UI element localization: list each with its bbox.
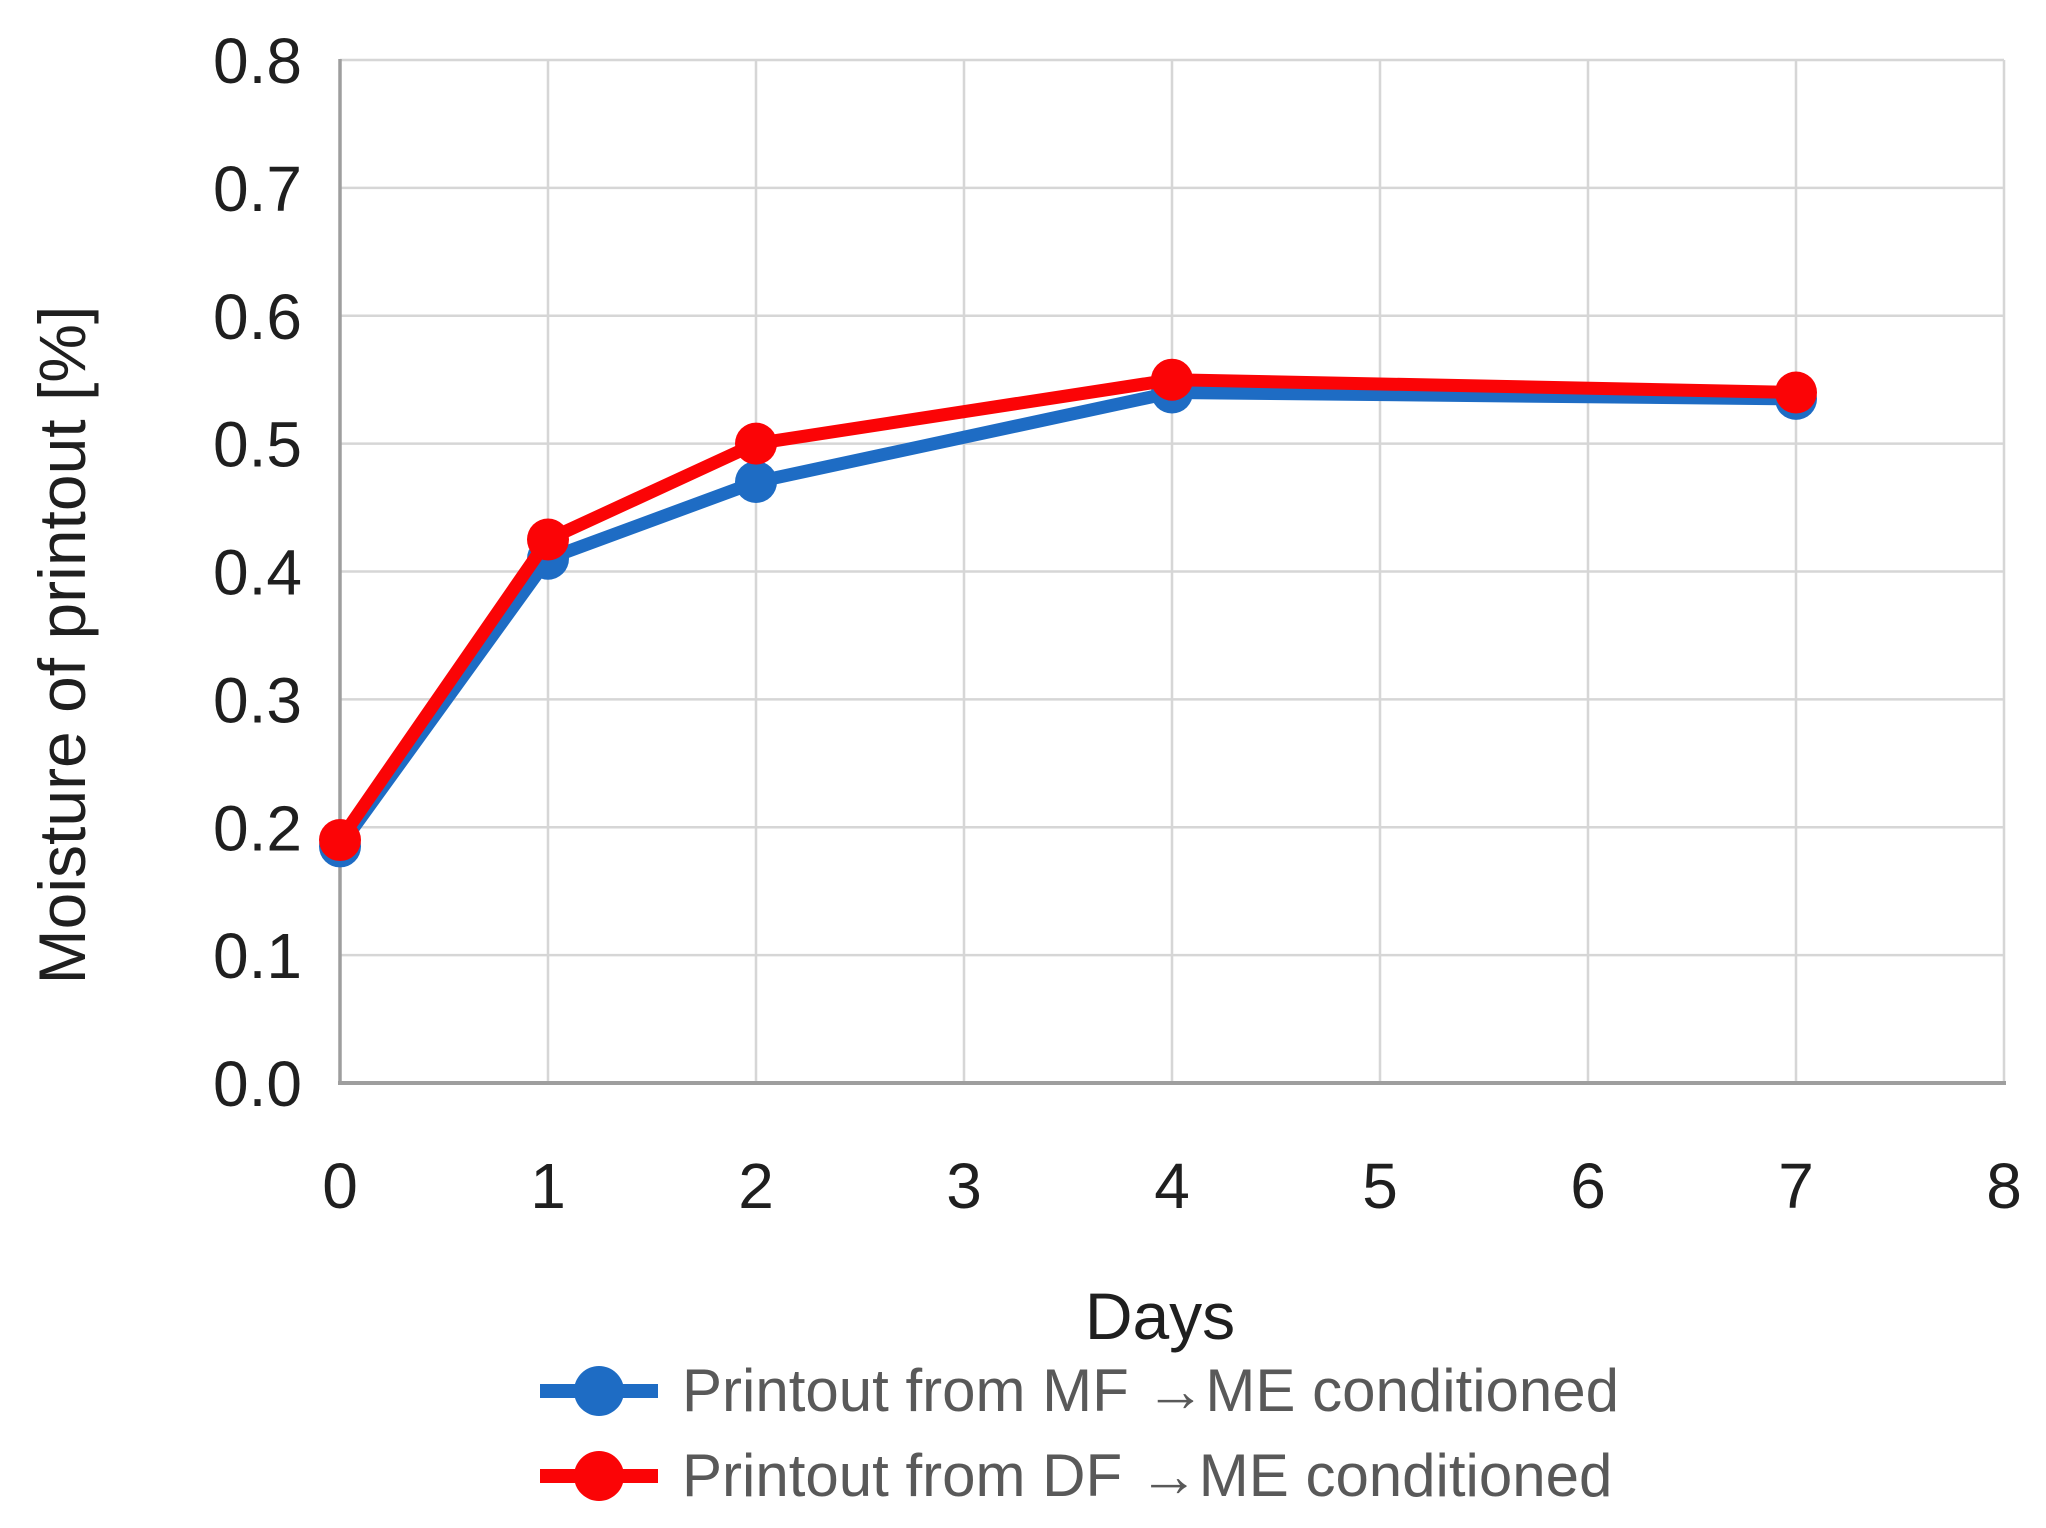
data-point xyxy=(735,460,777,503)
legend-item-mf: Printout from MF →ME conditioned xyxy=(538,1356,1619,1425)
legend-label-mf: Printout from MF →ME conditioned xyxy=(682,1357,1620,1424)
x-tick-label: 7 xyxy=(1778,1150,1814,1222)
legend-item-df: Printout from DF →ME conditioned xyxy=(538,1441,1619,1510)
legend-swatch xyxy=(540,1450,658,1501)
data-point xyxy=(1775,371,1817,414)
y-axis-title: Moisture of printout [%] xyxy=(25,305,99,985)
y-tick-label: 0.7 xyxy=(213,153,302,225)
series-line-mf xyxy=(333,385,1803,853)
x-tick-label: 0 xyxy=(322,1150,358,1222)
y-tick-label: 0.3 xyxy=(213,664,302,736)
x-tick-label: 5 xyxy=(1362,1150,1398,1222)
y-tick-label: 0.0 xyxy=(213,1048,302,1120)
y-tick-label: 0.6 xyxy=(213,281,302,353)
x-tick-label: 8 xyxy=(1986,1150,2022,1222)
legend-swatch xyxy=(540,1365,658,1416)
x-tick-label: 1 xyxy=(530,1150,566,1222)
legend-label-df: Printout from DF →ME conditioned xyxy=(682,1442,1613,1509)
y-tick-label: 0.1 xyxy=(213,920,302,992)
data-point xyxy=(527,518,569,561)
legend: Printout from MF →ME conditioned Printou… xyxy=(538,1356,1619,1510)
x-tick-label: 6 xyxy=(1570,1150,1606,1222)
data-point xyxy=(1151,358,1193,401)
x-tick-label: 3 xyxy=(946,1150,982,1222)
y-tick-label: 0.4 xyxy=(213,537,302,609)
data-point xyxy=(319,819,361,862)
y-tick-label: 0.5 xyxy=(213,409,302,481)
y-tick-label: 0.8 xyxy=(213,25,302,97)
data-point xyxy=(735,422,777,465)
legend-dot-icon xyxy=(574,1450,624,1501)
x-tick-label: 4 xyxy=(1154,1150,1190,1222)
legend-dot-icon xyxy=(574,1365,624,1416)
y-tick-label: 0.2 xyxy=(213,792,302,864)
series-line-df xyxy=(333,373,1803,847)
x-tick-label: 2 xyxy=(738,1150,774,1222)
x-axis-title: Days xyxy=(1084,1279,1236,1353)
